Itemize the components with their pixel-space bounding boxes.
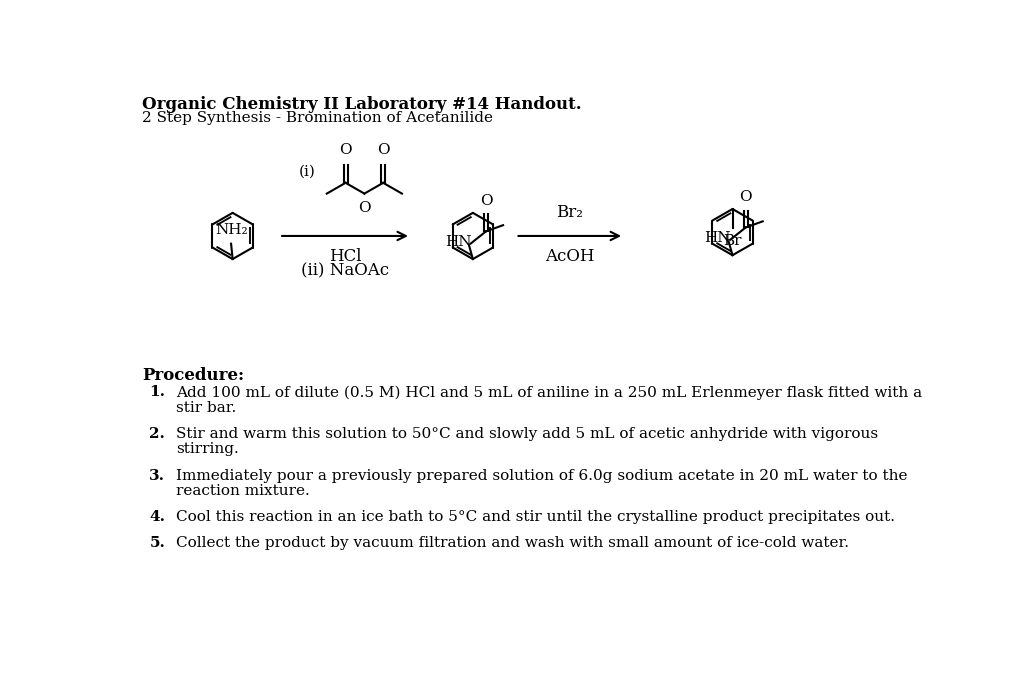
Text: Add 100 mL of dilute (0.5 M) HCl and 5 mL of aniline in a 250 mL Erlenmeyer flas: Add 100 mL of dilute (0.5 M) HCl and 5 m…: [176, 385, 923, 400]
Text: HCl: HCl: [329, 249, 361, 265]
Text: stirring.: stirring.: [176, 443, 239, 456]
Text: O: O: [479, 194, 493, 208]
Text: Cool this reaction in an ice bath to 5°C and stir until the crystalline product : Cool this reaction in an ice bath to 5°C…: [176, 510, 895, 524]
Text: NH₂: NH₂: [215, 223, 248, 238]
Text: 4.: 4.: [150, 510, 165, 524]
Text: Br: Br: [723, 234, 741, 249]
Text: 1.: 1.: [150, 385, 165, 400]
Text: (i): (i): [299, 165, 315, 179]
Text: Collect the product by vacuum filtration and wash with small amount of ice-cold : Collect the product by vacuum filtration…: [176, 536, 849, 550]
Text: Organic Chemistry II Laboratory #14 Handout.: Organic Chemistry II Laboratory #14 Hand…: [142, 96, 582, 113]
Text: Procedure:: Procedure:: [142, 367, 244, 384]
Text: O: O: [339, 143, 352, 157]
Text: Stir and warm this solution to 50°C and slowly add 5 mL of acetic anhydride with: Stir and warm this solution to 50°C and …: [176, 427, 879, 441]
Text: (ii) NaOAc: (ii) NaOAc: [301, 262, 389, 279]
Text: O: O: [739, 191, 752, 204]
Text: 3.: 3.: [150, 469, 165, 482]
Text: 5.: 5.: [150, 536, 165, 550]
Text: Immediately pour a previously prepared solution of 6.0g sodium acetate in 20 mL : Immediately pour a previously prepared s…: [176, 469, 907, 482]
Text: HN: HN: [444, 235, 471, 249]
Text: O: O: [377, 143, 389, 157]
Text: HN: HN: [705, 232, 731, 245]
Text: Br₂: Br₂: [556, 204, 584, 221]
Text: 2 Step Synthesis - Bromination of Acetanilide: 2 Step Synthesis - Bromination of Acetan…: [142, 111, 493, 125]
Text: reaction mixture.: reaction mixture.: [176, 484, 310, 498]
Text: 2.: 2.: [150, 427, 165, 441]
Text: AcOH: AcOH: [545, 249, 595, 265]
Text: O: O: [358, 201, 371, 214]
Text: stir bar.: stir bar.: [176, 401, 237, 415]
